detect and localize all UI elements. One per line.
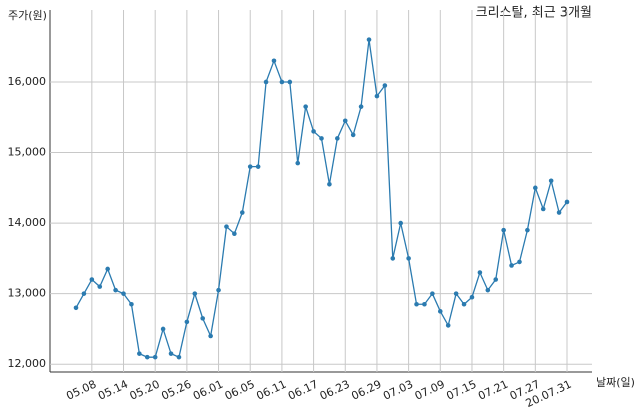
x-tick-label: 07.15 xyxy=(444,378,478,403)
x-tick-label: 06.17 xyxy=(286,378,320,403)
point xyxy=(303,104,308,109)
point xyxy=(556,210,562,215)
point xyxy=(247,164,253,169)
x-tick-label: 06.05 xyxy=(223,378,257,403)
point xyxy=(437,309,443,314)
point xyxy=(73,305,79,311)
point xyxy=(390,256,396,261)
y-tick-label: 14,000 xyxy=(8,216,47,229)
point xyxy=(81,291,87,296)
y-tick-label: 15,000 xyxy=(8,146,47,159)
x-tick-label: 06.29 xyxy=(349,378,383,403)
point xyxy=(105,266,110,272)
y-tick-label: 12,000 xyxy=(8,357,47,370)
point xyxy=(311,129,316,134)
x-tick-label: 05.20 xyxy=(128,378,162,403)
point xyxy=(168,351,174,356)
point xyxy=(89,277,95,282)
point xyxy=(192,291,198,296)
point xyxy=(335,136,340,141)
point xyxy=(564,199,570,205)
point xyxy=(121,291,126,296)
x-tick-label: 07.09 xyxy=(413,378,447,403)
point xyxy=(255,164,261,169)
point xyxy=(374,93,380,99)
series-line xyxy=(75,39,568,359)
point xyxy=(422,301,427,307)
point xyxy=(366,37,372,42)
point xyxy=(398,220,403,226)
x-tick-label: 06.11 xyxy=(254,378,288,403)
point xyxy=(382,83,388,88)
point xyxy=(184,319,190,325)
point xyxy=(152,354,158,360)
point xyxy=(232,231,237,236)
point xyxy=(342,118,348,124)
point xyxy=(548,178,554,184)
point xyxy=(224,224,229,229)
point xyxy=(295,160,301,166)
point xyxy=(509,263,514,268)
point xyxy=(445,323,451,328)
y-axis-label: 주가(원) xyxy=(8,9,47,22)
point xyxy=(279,79,285,85)
point xyxy=(208,333,213,339)
point xyxy=(216,287,221,293)
point xyxy=(97,284,103,289)
point xyxy=(327,181,332,187)
x-tick-label: 06.23 xyxy=(318,378,352,403)
point xyxy=(477,270,483,275)
point xyxy=(200,316,206,321)
y-tick-label: 16,000 xyxy=(8,75,47,88)
point xyxy=(319,136,324,141)
point xyxy=(144,354,150,360)
point xyxy=(406,256,411,261)
point xyxy=(271,58,277,64)
x-axis-label: 날짜(일) xyxy=(596,375,635,389)
point xyxy=(129,301,134,307)
point xyxy=(358,104,364,109)
point xyxy=(533,185,538,191)
point xyxy=(350,132,356,138)
x-tick-label: 05.26 xyxy=(159,378,193,403)
point xyxy=(176,354,182,360)
point xyxy=(137,351,142,356)
x-tick-label: 06.01 xyxy=(191,378,225,403)
x-tick-label: 07.03 xyxy=(381,378,415,403)
point xyxy=(453,291,459,296)
point xyxy=(469,294,475,300)
x-tick-label: 05.08 xyxy=(64,378,98,403)
point xyxy=(263,79,269,85)
y-tick-label: 13,000 xyxy=(8,287,47,300)
x-tick-label: 05.14 xyxy=(96,378,130,403)
point xyxy=(240,210,245,215)
chart-title: 크리스탈, 최근 3개월 xyxy=(476,6,592,21)
point xyxy=(160,326,166,332)
point xyxy=(525,227,530,233)
point xyxy=(493,277,499,282)
point xyxy=(113,287,118,293)
point xyxy=(461,301,467,307)
point xyxy=(414,301,419,307)
point xyxy=(430,291,435,296)
x-tick-label: 07.21 xyxy=(476,378,510,403)
point xyxy=(517,259,522,265)
point xyxy=(501,227,506,233)
point xyxy=(540,206,546,212)
point xyxy=(287,79,293,85)
point xyxy=(485,287,491,293)
